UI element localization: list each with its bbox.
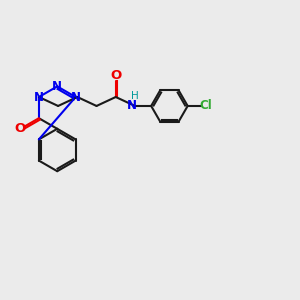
Text: O: O <box>110 69 122 82</box>
Text: Cl: Cl <box>200 100 213 112</box>
Text: N: N <box>34 91 44 103</box>
Text: H: H <box>131 91 139 101</box>
Text: O: O <box>15 122 26 135</box>
Text: N: N <box>127 100 137 112</box>
Text: N: N <box>70 91 81 103</box>
Text: N: N <box>52 80 62 93</box>
